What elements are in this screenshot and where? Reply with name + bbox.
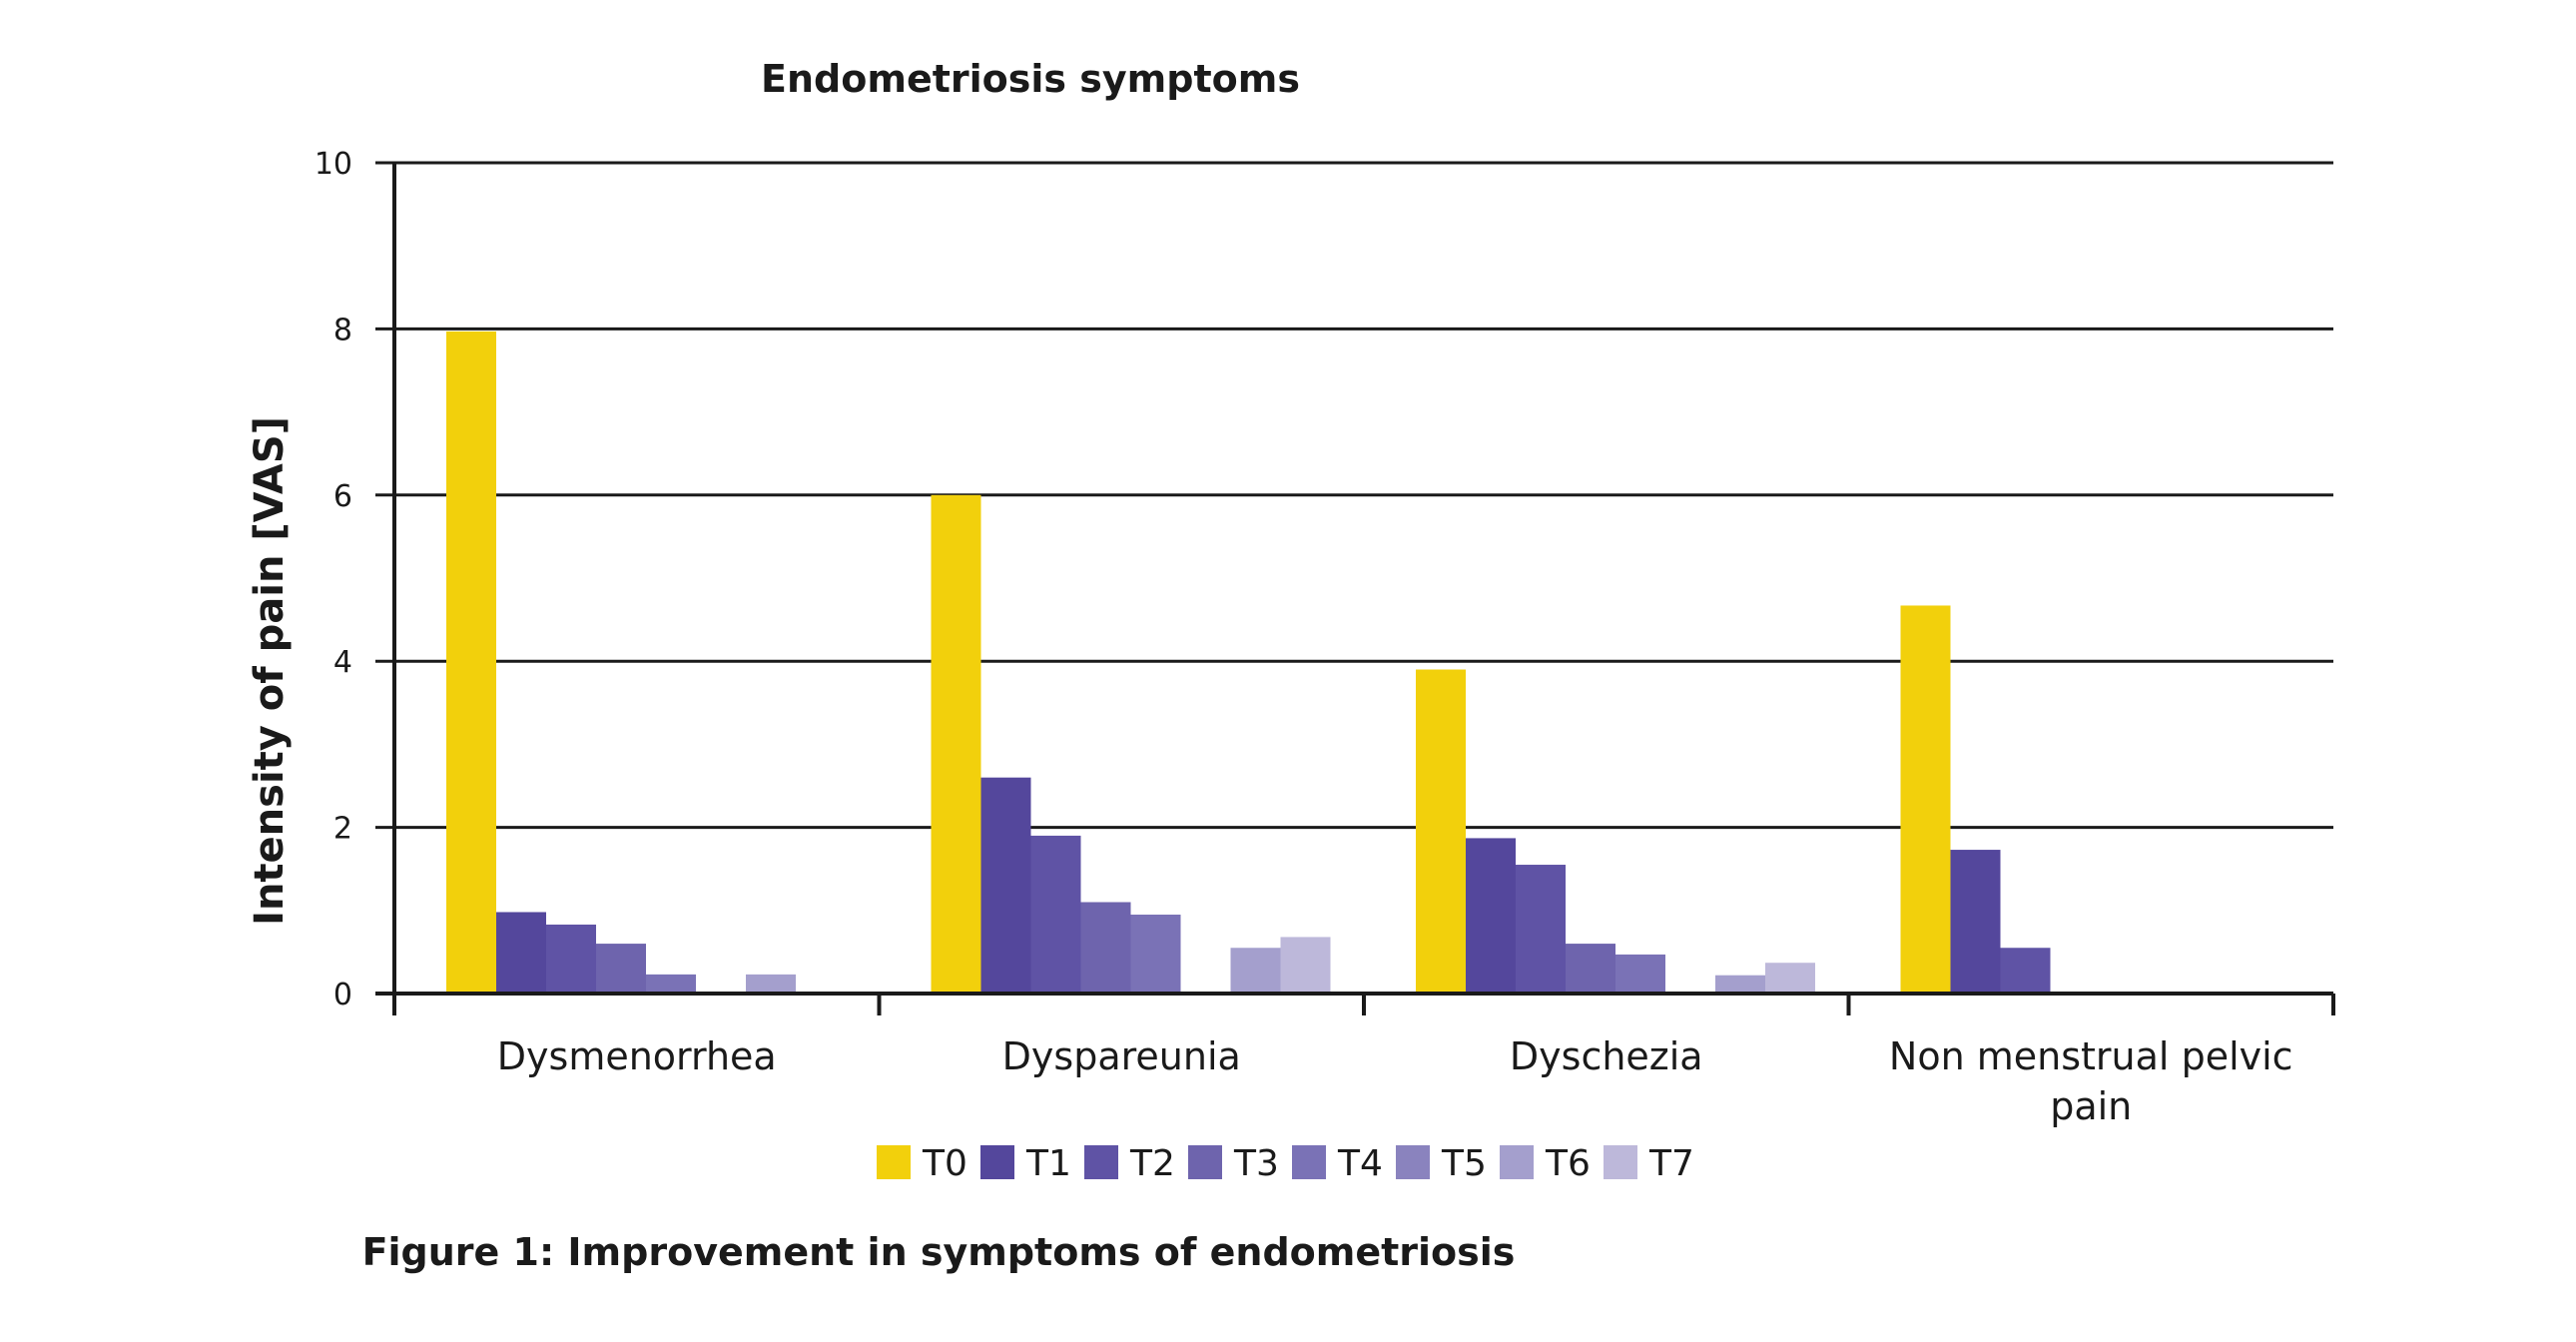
category-label: Dyschezia	[1510, 1034, 1703, 1078]
legend-swatch-t5	[1396, 1145, 1430, 1179]
bar-t6	[1715, 975, 1765, 994]
y-tick-label: 10	[315, 147, 352, 182]
bar-t1	[496, 912, 546, 994]
legend-swatch-t6	[1500, 1145, 1534, 1179]
y-tick-label: 4	[333, 645, 352, 680]
category-label: Dyspareunia	[1002, 1034, 1241, 1078]
bar-t1	[980, 777, 1031, 994]
bars	[446, 331, 2051, 994]
bar-t6	[1230, 948, 1281, 994]
category-label: pain	[2050, 1084, 2132, 1128]
legend-label: T0	[922, 1143, 967, 1184]
chart-title: Endometriosis symptoms	[761, 57, 1300, 101]
legend-label: T2	[1129, 1143, 1175, 1184]
bar-t3	[596, 944, 646, 994]
category-label: Non menstrual pelvic	[1889, 1034, 2293, 1078]
bar-t0	[931, 494, 981, 994]
bar-t1	[1950, 850, 2001, 994]
legend-label: T7	[1648, 1143, 1694, 1184]
y-tick-labels: 0 2 4 6 8 10	[315, 147, 352, 1012]
legend-swatch-t7	[1604, 1145, 1637, 1179]
bar-t4	[1615, 954, 1665, 994]
bar-t2	[546, 924, 596, 994]
y-tick-label: 8	[333, 313, 352, 347]
bar-t0	[1900, 605, 1951, 994]
legend-swatch-t4	[1292, 1145, 1326, 1179]
bar-t7	[1765, 963, 1815, 994]
bar-t3	[1080, 902, 1131, 994]
y-tick-label: 2	[333, 812, 352, 847]
bar-t7	[1280, 937, 1331, 994]
y-tick-label: 6	[333, 479, 352, 514]
bar-t0	[1416, 669, 1466, 994]
category-labels: Dysmenorrhea Dyspareunia Dyschezia Non mens…	[497, 1034, 2293, 1128]
bar-t2	[1030, 835, 1081, 994]
y-tick-label: 0	[333, 978, 352, 1012]
bar-t2	[1516, 865, 1566, 994]
figure-caption: Figure 1: Improvement in symptoms of end…	[362, 1230, 1516, 1274]
legend-label: T5	[1441, 1143, 1487, 1184]
bar-t0	[446, 331, 496, 994]
bar-t1	[1466, 838, 1516, 994]
category-label: Dysmenorrhea	[497, 1034, 777, 1078]
legend-swatch-t0	[877, 1145, 911, 1179]
legend-swatch-t3	[1188, 1145, 1222, 1179]
bar-t3	[1566, 944, 1615, 994]
y-axis-label: Intensity of pain [VAS]	[247, 416, 293, 926]
bar-t4	[646, 974, 696, 994]
gridlines	[375, 161, 2333, 830]
legend: T0 T1 T2 T3 T4 T5 T6 T7	[877, 1143, 1694, 1184]
legend-swatch-t2	[1084, 1145, 1118, 1179]
legend-label: T3	[1233, 1143, 1279, 1184]
bar-t2	[2000, 948, 2051, 994]
axes	[375, 163, 2335, 1015]
legend-swatch-t1	[980, 1145, 1014, 1179]
legend-label: T6	[1545, 1143, 1591, 1184]
bar-t4	[1130, 914, 1181, 994]
legend-label: T4	[1337, 1143, 1383, 1184]
legend-label: T1	[1025, 1143, 1071, 1184]
bar-t6	[746, 974, 796, 994]
